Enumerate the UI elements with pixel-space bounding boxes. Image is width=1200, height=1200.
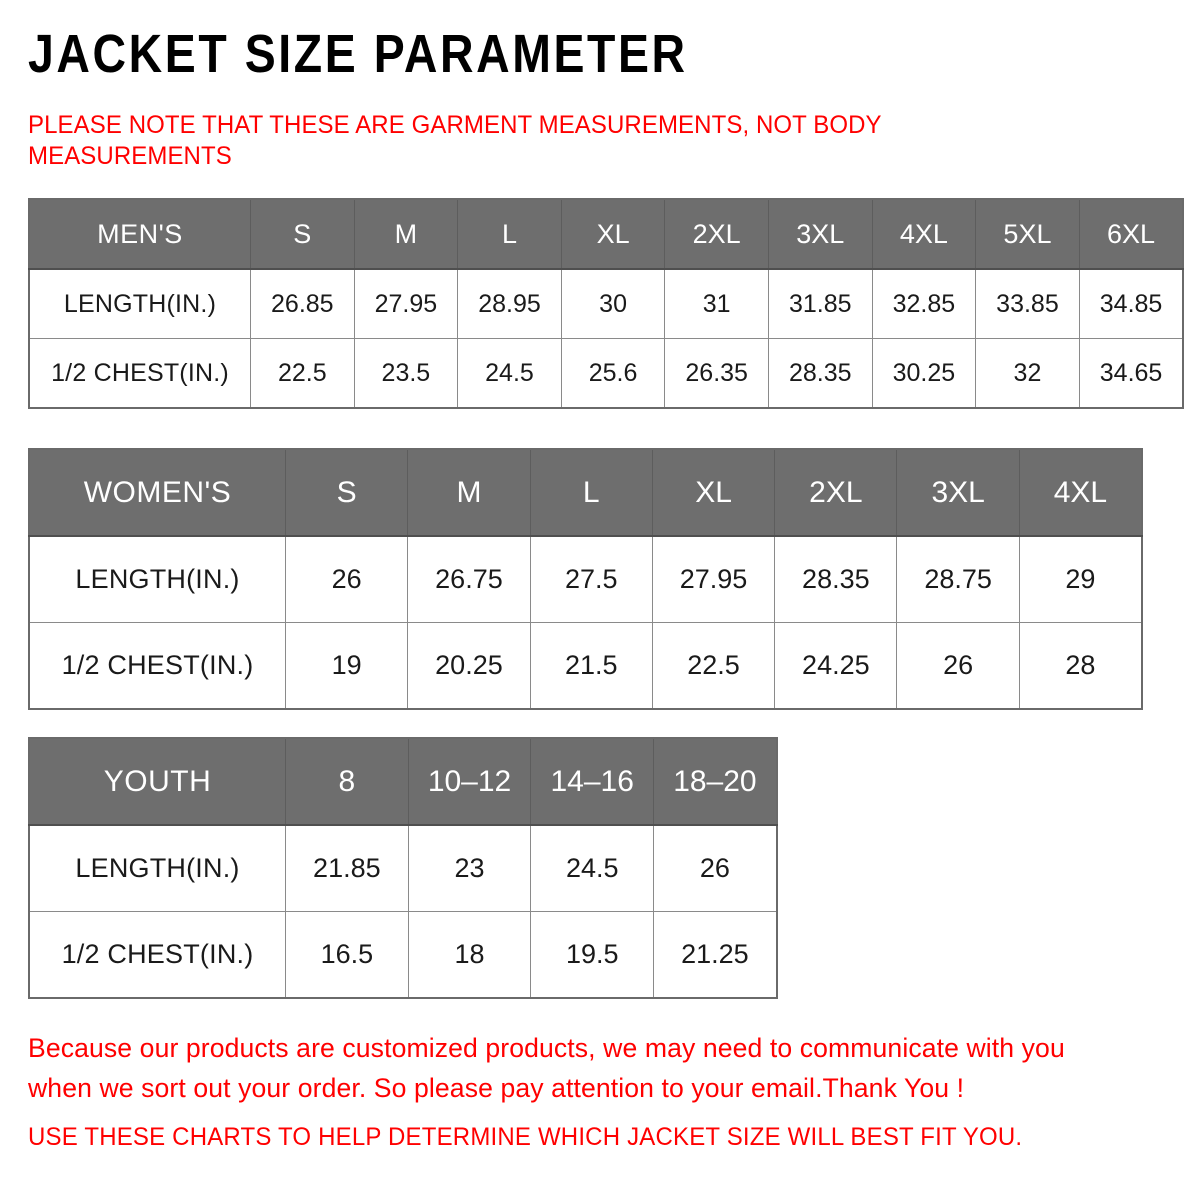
measurement-cell: 16.5 [285, 911, 409, 999]
table-row: LENGTH(IN.) 21.85 23 24.5 26 [28, 824, 778, 912]
womens-column-header: 3XL [896, 448, 1020, 537]
measurement-cell: 26.35 [664, 338, 769, 409]
youth-column-header: 8 [285, 737, 409, 826]
womens-column-header: L [529, 448, 653, 537]
mens-size-table: MEN'S S M L XL 2XL 3XL 4XL 5XL 6XL LENGTH(IN.) 26.… [28, 198, 1185, 409]
youth-row-label: 1/2 CHEST(IN.) [28, 911, 286, 999]
page-title: JACKET SIZE PARAMETER [28, 24, 688, 84]
mens-row-label: LENGTH(IN.) [28, 268, 251, 339]
table-header-row: MEN'S S M L XL 2XL 3XL 4XL 5XL 6XL [28, 198, 1184, 270]
mens-column-header: L [457, 198, 562, 270]
measurement-cell: 26 [284, 535, 409, 623]
measurement-cell: 27.95 [353, 268, 459, 339]
measurement-cell: 32.85 [871, 268, 977, 339]
womens-size-table: WOMEN'S S M L XL 2XL 3XL 4XL LENGTH(IN.) 26 26.75… [28, 448, 1144, 710]
womens-row-label: 1/2 CHEST(IN.) [28, 622, 286, 710]
measurement-cell: 24.5 [530, 824, 655, 912]
mens-column-header: 4XL [871, 198, 977, 270]
mens-column-header: S [250, 198, 355, 270]
mens-table-header: MEN'S S M L XL 2XL 3XL 4XL 5XL 6XL [28, 198, 1184, 270]
womens-row-label: LENGTH(IN.) [28, 535, 286, 623]
measurement-cell: 19.5 [530, 911, 655, 999]
womens-table-body: LENGTH(IN.) 26 26.75 27.5 27.95 28.35 28.75 29 1… [28, 535, 1143, 710]
measurement-cell: 26.85 [250, 268, 355, 339]
measurement-cell: 22.5 [651, 622, 776, 710]
mens-row-label: 1/2 CHEST(IN.) [28, 338, 251, 409]
customization-notice: Because our products are customized prod… [28, 1033, 1065, 1103]
womens-column-header: S [284, 448, 409, 537]
measurement-cell: 34.85 [1078, 268, 1184, 339]
measurement-cell: 31.85 [767, 268, 873, 339]
youth-table-header: YOUTH 8 10–12 14–16 18–20 [28, 737, 778, 826]
table-row: 1/2 CHEST(IN.) 16.5 18 19.5 21.25 [28, 911, 778, 999]
measurement-cell: 26.75 [407, 535, 531, 623]
measurement-cell: 30.25 [871, 338, 977, 409]
measurement-cell: 34.65 [1078, 338, 1184, 409]
womens-column-header: 2XL [774, 448, 898, 537]
measurement-cell: 28.35 [767, 338, 873, 409]
measurement-cell: 21.5 [529, 622, 653, 710]
mens-column-header: 5XL [975, 198, 1080, 270]
mens-column-header: XL [560, 198, 666, 270]
measurement-cell: 18 [407, 911, 532, 999]
youth-table-body: LENGTH(IN.) 21.85 23 24.5 26 1/2 CHEST(IN.) 16… [28, 824, 778, 999]
measurement-cell: 27.95 [651, 535, 776, 623]
measurement-cell: 28.95 [457, 268, 562, 339]
measurement-cell: 26 [896, 622, 1020, 710]
measurement-cell: 21.85 [285, 824, 409, 912]
mens-column-header: M [353, 198, 459, 270]
measurement-cell: 23 [407, 824, 532, 912]
garment-measurement-note: PLEASE NOTE THAT THESE ARE GARMENT MEASU… [28, 111, 882, 170]
measurement-cell: 26 [653, 824, 778, 912]
mens-group-label: MEN'S [28, 198, 251, 270]
measurement-cell: 30 [560, 268, 666, 339]
measurement-cell: 28 [1018, 622, 1143, 710]
measurement-cell: 24.25 [774, 622, 898, 710]
table-row: LENGTH(IN.) 26 26.75 27.5 27.95 28.35 28.75 29 [28, 535, 1143, 623]
youth-group-label: YOUTH [28, 737, 286, 826]
measurement-cell: 28.75 [896, 535, 1020, 623]
table-row: LENGTH(IN.) 26.85 27.95 28.95 30 31 31.85 32.85… [28, 268, 1184, 339]
measurement-cell: 23.5 [353, 338, 459, 409]
womens-table-header: WOMEN'S S M L XL 2XL 3XL 4XL [28, 448, 1143, 537]
mens-table-body: LENGTH(IN.) 26.85 27.95 28.95 30 31 31.85 32.85… [28, 268, 1184, 409]
youth-size-table: YOUTH 8 10–12 14–16 18–20 LENGTH(IN.) 21.85 23… [28, 737, 778, 999]
table-header-row: WOMEN'S S M L XL 2XL 3XL 4XL [28, 448, 1143, 537]
youth-column-header: 18–20 [653, 737, 778, 826]
table-row: 1/2 CHEST(IN.) 19 20.25 21.5 22.5 24.25 26 28 [28, 622, 1143, 710]
measurement-cell: 24.5 [457, 338, 562, 409]
mens-column-header: 3XL [767, 198, 873, 270]
measurement-cell: 22.5 [250, 338, 355, 409]
measurement-cell: 33.85 [975, 268, 1080, 339]
measurement-cell: 32 [975, 338, 1080, 409]
mens-column-header: 2XL [664, 198, 769, 270]
table-header-row: YOUTH 8 10–12 14–16 18–20 [28, 737, 778, 826]
womens-column-header: XL [651, 448, 776, 537]
measurement-cell: 31 [664, 268, 769, 339]
youth-column-header: 14–16 [530, 737, 655, 826]
measurement-cell: 28.35 [774, 535, 898, 623]
chart-usage-notice: USE THESE CHARTS TO HELP DETERMINE WHICH… [28, 1123, 1023, 1151]
measurement-cell: 20.25 [407, 622, 531, 710]
measurement-cell: 19 [284, 622, 409, 710]
womens-column-header: 4XL [1018, 448, 1143, 537]
youth-column-header: 10–12 [407, 737, 532, 826]
measurement-cell: 25.6 [560, 338, 666, 409]
womens-column-header: M [407, 448, 531, 537]
mens-column-header: 6XL [1078, 198, 1184, 270]
measurement-cell: 21.25 [653, 911, 778, 999]
measurement-cell: 27.5 [529, 535, 653, 623]
measurement-cell: 29 [1018, 535, 1143, 623]
youth-row-label: LENGTH(IN.) [28, 824, 286, 912]
table-row: 1/2 CHEST(IN.) 22.5 23.5 24.5 25.6 26.35 28.35… [28, 338, 1184, 409]
womens-group-label: WOMEN'S [28, 448, 286, 537]
